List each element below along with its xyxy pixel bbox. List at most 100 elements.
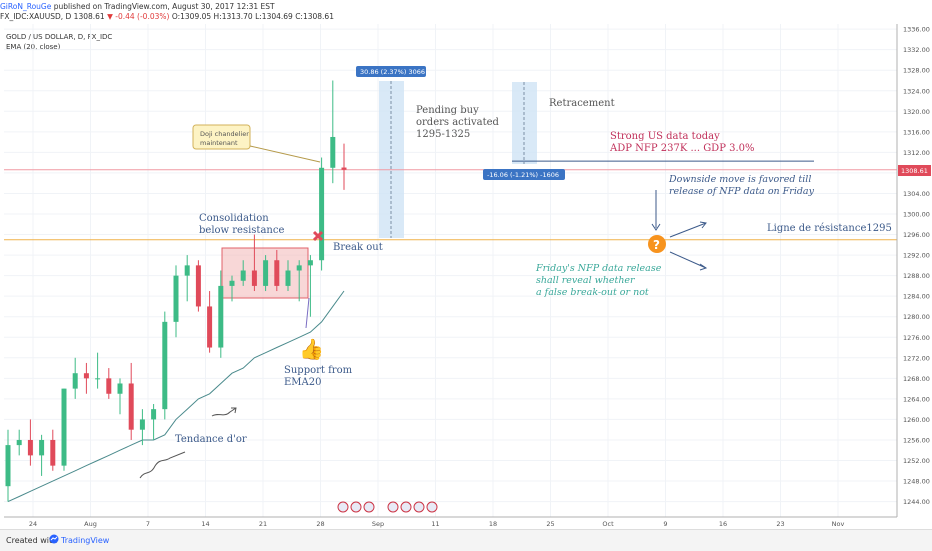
tradingview-logo-icon bbox=[49, 534, 59, 544]
retracement-label: Retracement bbox=[549, 98, 615, 109]
candle-body-11 bbox=[128, 383, 134, 430]
breakout-label: Break out bbox=[333, 242, 383, 253]
pending-range-box bbox=[379, 81, 404, 238]
ema20-line bbox=[7, 290, 345, 503]
annotations: Doji chandelier maintenant Consolidation… bbox=[139, 66, 892, 513]
event-icons-row-1 bbox=[337, 501, 375, 513]
doji-label-1: Doji chandelier bbox=[200, 130, 249, 138]
price-tick-22: 1248.00 bbox=[903, 478, 930, 486]
candle-body-10 bbox=[117, 383, 123, 394]
price-tick-3: 1324.00 bbox=[903, 87, 930, 95]
price-tick-18: 1264.00 bbox=[903, 395, 930, 403]
candle-body-12 bbox=[139, 419, 145, 430]
time-tick-8: 18 bbox=[489, 520, 497, 528]
candle-body-2 bbox=[27, 439, 33, 456]
candle-body-13 bbox=[151, 409, 157, 420]
time-tick-5: 28 bbox=[316, 520, 324, 528]
consolidation-label-1: Consolidation bbox=[199, 213, 269, 224]
time-tick-14: Nov bbox=[832, 520, 845, 528]
candle-body-9 bbox=[106, 378, 112, 394]
consolidation-label-2: below resistance bbox=[199, 225, 284, 236]
candle-body-4 bbox=[50, 439, 56, 466]
last-price-text: 1308.61 bbox=[73, 12, 105, 21]
time-tick-12: 16 bbox=[719, 520, 727, 528]
price-tick-12: 1288.00 bbox=[903, 272, 930, 280]
doji-callout-pointer bbox=[249, 145, 321, 163]
candle-body-16 bbox=[184, 265, 190, 276]
price-tick-17: 1268.00 bbox=[903, 375, 930, 383]
candle-body-21 bbox=[240, 270, 246, 281]
nfp-label-1: Friday's NFP data release bbox=[535, 263, 662, 274]
price-tick-10: 1296.00 bbox=[903, 231, 930, 239]
annotation-shapes bbox=[221, 81, 537, 299]
candle-body-6 bbox=[72, 373, 78, 389]
support-pointer bbox=[305, 297, 310, 329]
candle-body-28 bbox=[319, 167, 325, 261]
time-tick-3: 14 bbox=[201, 520, 209, 528]
price-tick-23: 1244.00 bbox=[903, 498, 930, 506]
price-tick-14: 1280.00 bbox=[903, 313, 930, 321]
ohlc-text: O:1309.05 H:1313.70 L:1304.69 C:1308.61 bbox=[171, 12, 334, 21]
publish-line: GiRoN_RouGe published on TradingView.com… bbox=[0, 2, 275, 11]
support-label-2: EMA20 bbox=[284, 377, 322, 388]
downside-arrow-head bbox=[651, 223, 661, 231]
candle-body-25 bbox=[285, 270, 291, 286]
thumbs-up-icon: 👍 bbox=[299, 337, 324, 361]
last-price-tag-text: 1308.61 bbox=[901, 167, 928, 175]
arrow-up-right-icon bbox=[211, 407, 237, 417]
up-scenario-arrow bbox=[669, 222, 707, 238]
candle-body-22 bbox=[251, 270, 257, 286]
down-arrow-icon: ▼ bbox=[107, 12, 113, 21]
candle-body-20 bbox=[229, 280, 235, 286]
doji-callout-box bbox=[192, 124, 251, 150]
price-tick-20: 1256.00 bbox=[903, 436, 930, 444]
measure-up-label: 30.86 (2.37%) 3066 bbox=[356, 66, 426, 77]
down-scenario-arrow bbox=[669, 251, 707, 269]
question-mark: ? bbox=[653, 238, 660, 252]
time-tick-13: 23 bbox=[776, 520, 784, 528]
candle-body-1 bbox=[16, 439, 22, 446]
candle-body-3 bbox=[39, 439, 45, 456]
time-tick-11: 9 bbox=[663, 520, 667, 528]
published-text: published on TradingView.com, August 30,… bbox=[53, 2, 275, 11]
price-tick-2: 1328.00 bbox=[903, 67, 930, 75]
candle-body-18 bbox=[207, 306, 213, 348]
price-tick-21: 1252.00 bbox=[903, 457, 930, 465]
downside-label-1: Downside move is favored till bbox=[668, 174, 811, 185]
tendance-squiggle bbox=[139, 451, 186, 479]
time-tick-7: 11 bbox=[431, 520, 439, 528]
resistance-label: Ligne de résistance1295 bbox=[767, 223, 892, 234]
time-tick-9: 25 bbox=[546, 520, 554, 528]
candle-body-29 bbox=[330, 136, 336, 168]
created-with-text: Created with bbox=[6, 536, 58, 545]
author-link[interactable]: GiRoN_RouGe bbox=[0, 2, 52, 11]
price-tick-19: 1260.00 bbox=[903, 416, 930, 424]
price-tick-6: 1312.00 bbox=[903, 149, 930, 157]
tradingview-brand-link[interactable]: TradingView bbox=[61, 536, 110, 545]
candle-body-17 bbox=[195, 265, 201, 307]
level-lines bbox=[4, 160, 897, 241]
pending-label-1: Pending buy bbox=[416, 105, 479, 116]
price-tick-15: 1276.00 bbox=[903, 334, 930, 342]
price-tick-11: 1292.00 bbox=[903, 252, 930, 260]
time-tick-10: Oct bbox=[602, 520, 614, 528]
chart-legend-title: GOLD / US DOLLAR, D, FX_IDC bbox=[6, 33, 113, 41]
price-chart[interactable]: 1336.00 1332.00 1328.00 1324.00 1320.00 1316.… bbox=[0, 0, 932, 529]
nfp-label-2: shall reveal whether bbox=[536, 275, 636, 286]
measure-down-text: -16.06 (-1.21%) -1606 bbox=[487, 171, 559, 179]
candle-body-26 bbox=[296, 265, 302, 271]
time-tick-2: 7 bbox=[146, 520, 150, 528]
candle-body-0 bbox=[5, 445, 11, 487]
strong-data-label-2: ADP NFP 237K ... GDP 3.0% bbox=[609, 143, 755, 154]
price-axis: 1336.00 1332.00 1328.00 1324.00 1320.00 1316.… bbox=[896, 24, 932, 517]
symbol-line: FX_IDC:XAUUSD, D 1308.61 ▼ -0.44 (-0.03%… bbox=[0, 12, 334, 21]
question-icon bbox=[648, 235, 666, 253]
event-icons-row-2 bbox=[387, 501, 438, 513]
price-tick-16: 1272.00 bbox=[903, 354, 930, 362]
candle-body-19 bbox=[218, 285, 224, 348]
measure-up-text: 30.86 (2.37%) 3066 bbox=[360, 68, 425, 76]
price-tick-1: 1332.00 bbox=[903, 46, 930, 54]
time-tick-1: Aug bbox=[84, 520, 97, 528]
price-axis-bg bbox=[897, 24, 932, 517]
